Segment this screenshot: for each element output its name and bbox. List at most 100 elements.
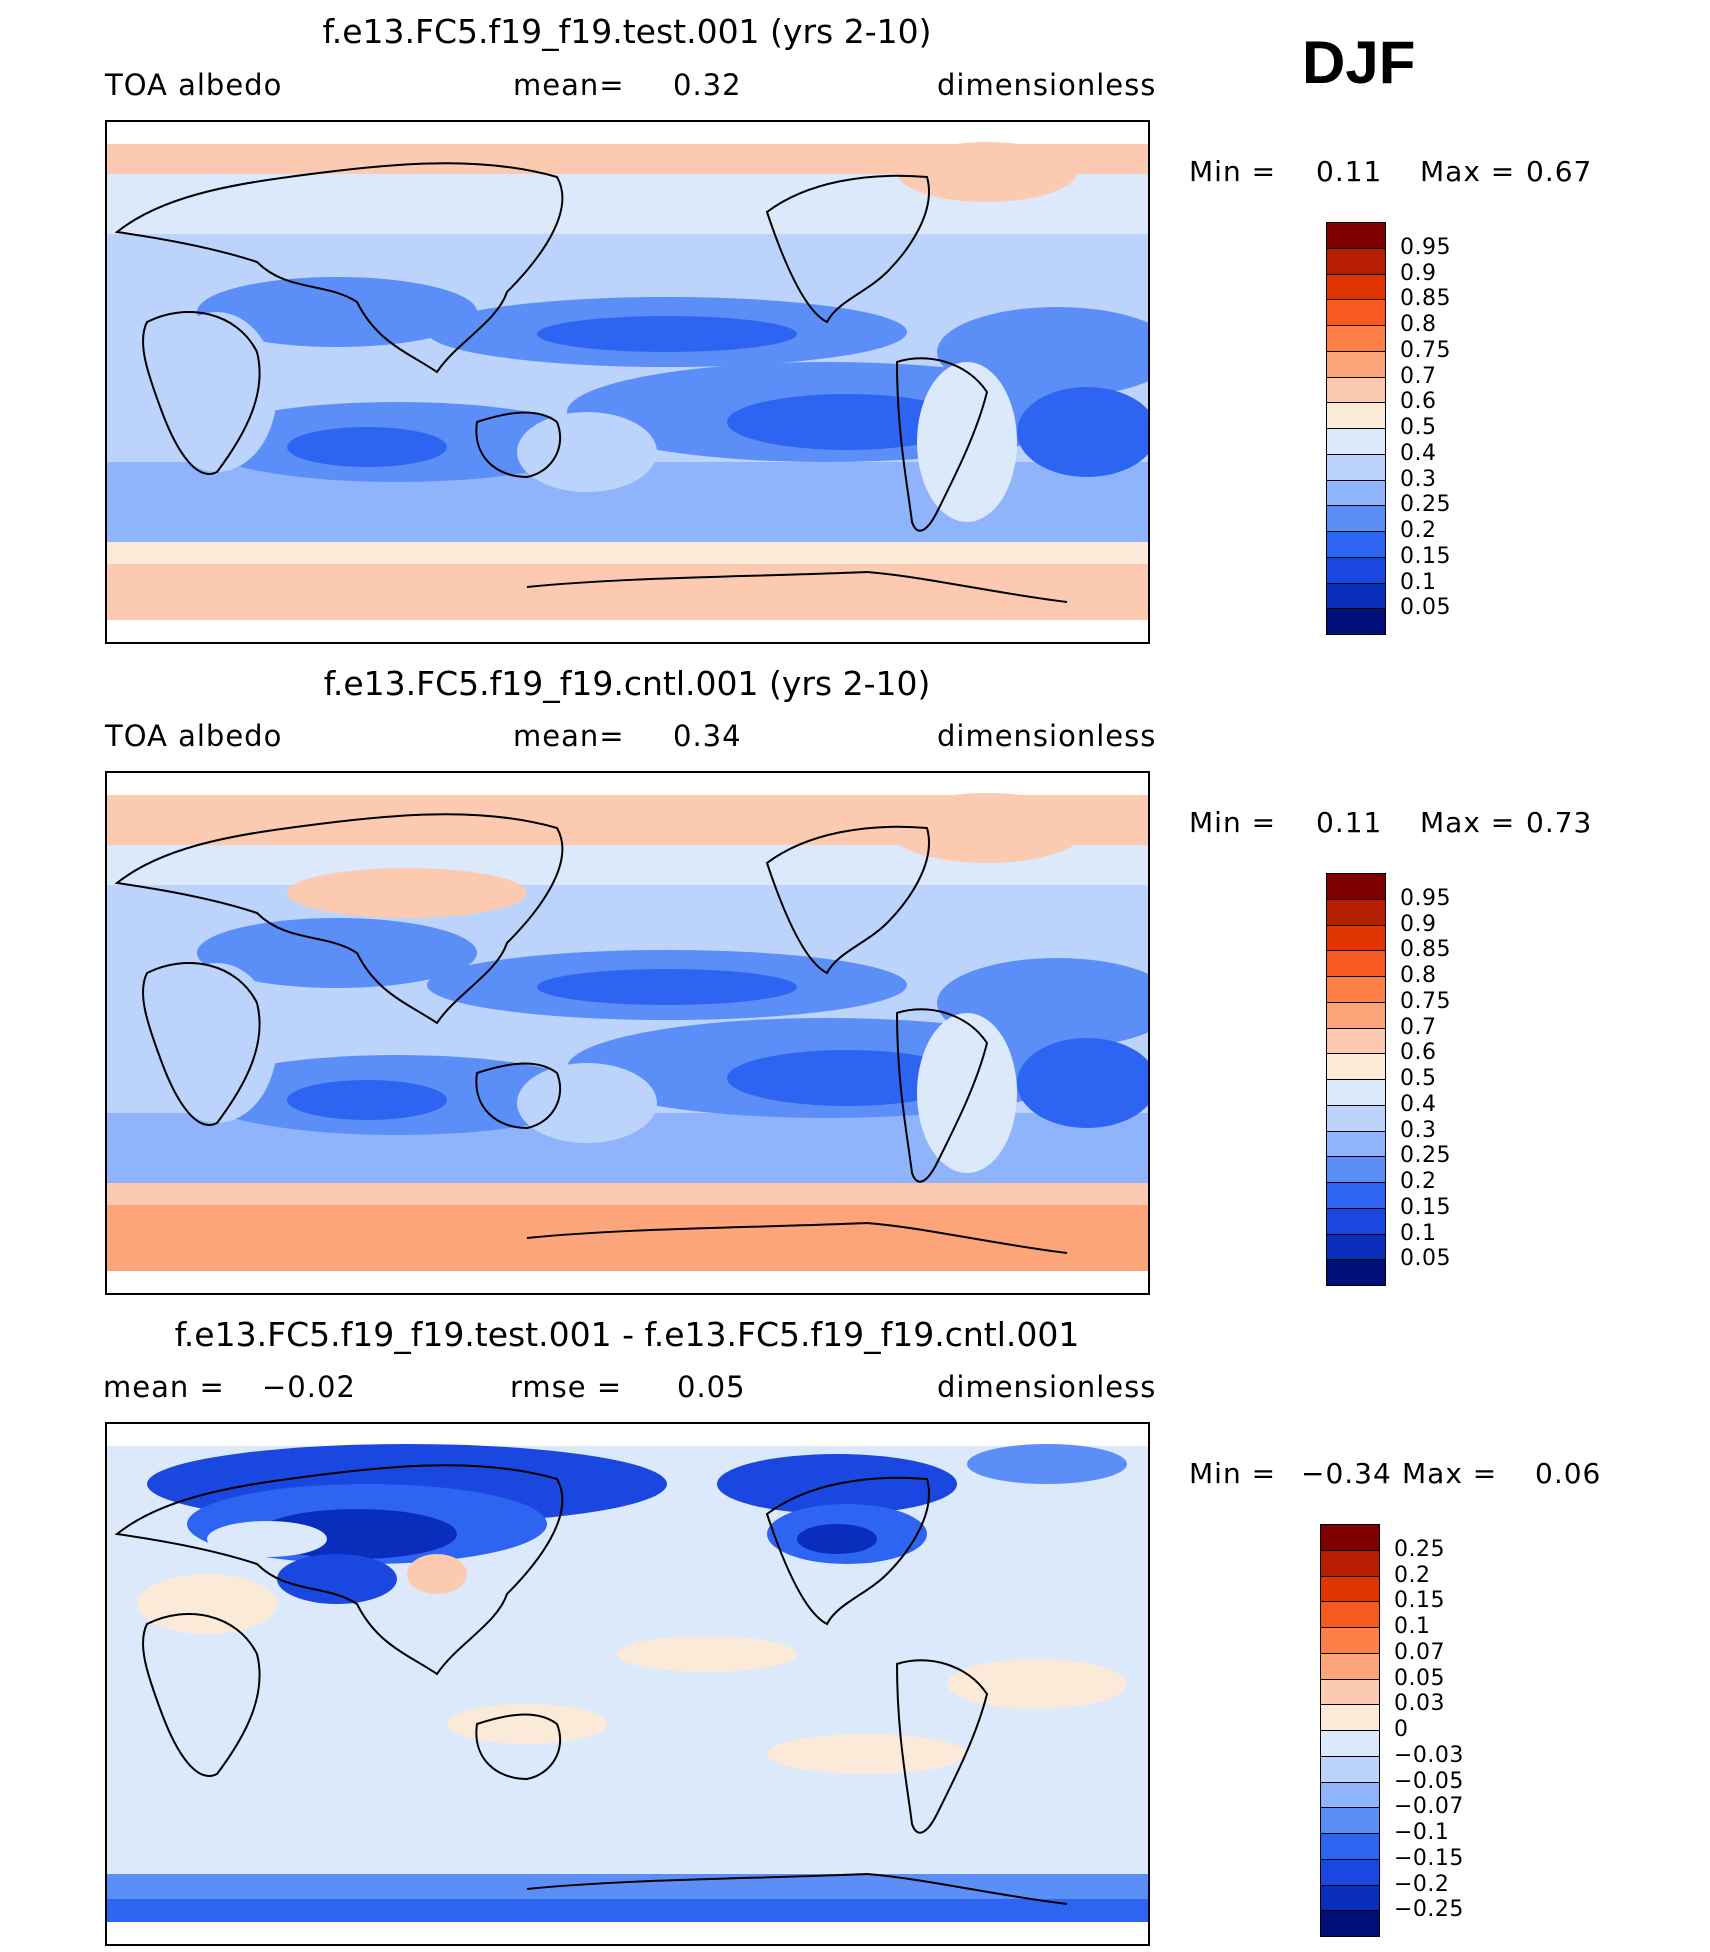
colorbar-tick-label: 0.4	[1400, 440, 1437, 466]
colorbar-swatch	[1326, 428, 1386, 455]
panel-1-variable-label: TOA albedo	[105, 68, 283, 102]
colorbar-swatch	[1320, 1601, 1380, 1628]
colorbar-swatch	[1326, 873, 1386, 900]
colorbar-swatch	[1320, 1910, 1380, 1937]
colorbar-swatch	[1326, 1182, 1386, 1209]
colorbar-swatch	[1326, 1079, 1386, 1106]
colorbar-tick-label: 0.8	[1400, 312, 1437, 337]
colorbar-tick-label: −0.25	[1394, 1897, 1464, 1923]
colorbar-swatch	[1326, 1233, 1386, 1261]
colorbar-tick-label: 0.75	[1400, 988, 1451, 1014]
panel-3-map	[105, 1422, 1150, 1946]
colorbar-tick-label: 0.07	[1394, 1639, 1445, 1665]
colorbar-tick-label: 0.1	[1394, 1614, 1431, 1639]
panel-1-title: f.e13.FC5.f19_f19.test.001 (yrs 2-10)	[322, 12, 932, 51]
colorbar-swatch	[1326, 247, 1386, 275]
colorbar-tick-label: 0.05	[1394, 1665, 1445, 1691]
colorbar-swatch	[1326, 531, 1386, 558]
colorbar-tick-label: 0.1	[1400, 1220, 1437, 1246]
colorbar-swatch	[1326, 479, 1386, 507]
colorbar-swatch	[1320, 1652, 1380, 1680]
colorbar-swatch	[1326, 1259, 1386, 1286]
colorbar-tick-label: 0.3	[1400, 466, 1437, 492]
colorbar-swatch	[1320, 1781, 1380, 1809]
panel-2-mean-label: mean=	[513, 719, 625, 753]
panel-2-max-label: Max =	[1420, 806, 1516, 839]
colorbar-tick-label: 0	[1394, 1717, 1409, 1742]
colorbar-tick-label: 0.25	[1400, 492, 1451, 518]
colorbar-tick-label: 0.85	[1400, 286, 1451, 312]
colorbar-tick-label: 0.7	[1400, 1014, 1437, 1040]
colorbar-swatch	[1320, 1549, 1380, 1577]
colorbar-swatch	[1326, 1053, 1386, 1080]
colorbar-tick-label: 0.7	[1400, 363, 1437, 389]
colorbar-tick-label: 0.85	[1400, 937, 1451, 963]
colorbar-swatch	[1320, 1524, 1380, 1551]
panel-3-min-value: −0.34	[1301, 1457, 1392, 1490]
colorbar-swatch	[1326, 1156, 1386, 1183]
panel-2-map-canvas	[107, 773, 1148, 1293]
colorbar-swatch	[1326, 299, 1386, 326]
colorbar-tick-label: 0.05	[1400, 595, 1451, 621]
colorbar-tick-label: 0.3	[1400, 1117, 1437, 1143]
colorbar-swatch	[1326, 1027, 1386, 1055]
panel-3-rmse-value: 0.05	[677, 1370, 746, 1404]
colorbar-tick-label: −0.03	[1394, 1742, 1464, 1768]
panel-3-colorbar: 0.25 0.2 0.15 0.1 0.07 0.05 0.03 0 −0.03 −0.05 −0.…	[1320, 1524, 1490, 1937]
colorbar-swatch	[1326, 1104, 1386, 1132]
panel-3-min-label: Min =	[1189, 1457, 1277, 1490]
colorbar-tick-label: 0.9	[1400, 260, 1437, 286]
colorbar-tick-label: 0.6	[1400, 1040, 1437, 1066]
colorbar-swatch	[1326, 222, 1386, 249]
panel-3-rmse-label: rmse =	[510, 1370, 623, 1404]
colorbar-swatch	[1326, 608, 1386, 635]
panel-3-title: f.e13.FC5.f19_f19.test.001 - f.e13.FC5.f…	[174, 1315, 1080, 1354]
panel-2-min-value: 0.11	[1316, 806, 1383, 839]
panel-1-max-label: Max =	[1420, 155, 1516, 188]
colorbar-tick-label: −0.07	[1394, 1794, 1464, 1820]
colorbar-tick-label: 0.5	[1400, 1066, 1437, 1091]
colorbar-swatch	[1326, 976, 1386, 1003]
colorbar-swatch	[1326, 402, 1386, 429]
panel-1-min-label: Min =	[1189, 155, 1277, 188]
colorbar-swatch	[1326, 273, 1386, 301]
colorbar-tick-label: −0.05	[1394, 1768, 1464, 1794]
panel-2-variable-label: TOA albedo	[105, 719, 283, 753]
colorbar-tick-label: 0.8	[1400, 963, 1437, 988]
colorbar-swatch	[1320, 1704, 1380, 1731]
colorbar-swatch	[1320, 1884, 1380, 1912]
colorbar-swatch	[1320, 1807, 1380, 1834]
colorbar-tick-label: 0.75	[1400, 337, 1451, 363]
panel-2-min-label: Min =	[1189, 806, 1277, 839]
panel-1-min-value: 0.11	[1316, 155, 1383, 188]
panel-3-mean-label: mean =	[103, 1370, 225, 1404]
colorbar-swatch	[1320, 1755, 1380, 1783]
colorbar-tick-label: 0.25	[1400, 1143, 1451, 1169]
colorbar-swatch	[1326, 1207, 1386, 1235]
colorbar-swatch	[1326, 1130, 1386, 1158]
panel-2-map	[105, 771, 1150, 1295]
panel-2-colorbar: 0.95 0.9 0.85 0.8 0.75 0.7 0.6 0.5 0.4 0.3 0.25 0.2…	[1326, 873, 1486, 1286]
season-label: DJF	[1302, 29, 1416, 96]
colorbar-tick-label: 0.2	[1394, 1562, 1431, 1588]
colorbar-tick-label: 0.4	[1400, 1091, 1437, 1117]
colorbar-tick-label: 0.2	[1400, 518, 1437, 543]
colorbar-tick-label: 0.15	[1400, 543, 1451, 569]
colorbar-tick-label: 0.6	[1400, 389, 1437, 415]
colorbar-swatch	[1320, 1575, 1380, 1603]
colorbar-swatch	[1320, 1730, 1380, 1757]
colorbar-swatch	[1320, 1833, 1380, 1860]
colorbar-swatch	[1326, 325, 1386, 352]
panel-2-max-value: 0.73	[1526, 806, 1593, 839]
colorbar-tick-label: −0.1	[1394, 1820, 1450, 1845]
panel-1-colorbar: 0.95 0.9 0.85 0.8 0.75 0.7 0.6 0.5 0.4 0.3 0.25 0.2…	[1326, 222, 1486, 635]
colorbar-swatch	[1326, 453, 1386, 481]
panel-1-max-value: 0.67	[1526, 155, 1593, 188]
colorbar-swatch	[1326, 898, 1386, 926]
colorbar-swatch	[1326, 1001, 1386, 1029]
colorbar-tick-label: 0.95	[1400, 885, 1451, 911]
colorbar-tick-label: 0.15	[1394, 1588, 1445, 1614]
panel-2-units: dimensionless	[937, 719, 1157, 753]
colorbar-swatch	[1326, 950, 1386, 977]
colorbar-swatch	[1326, 505, 1386, 532]
